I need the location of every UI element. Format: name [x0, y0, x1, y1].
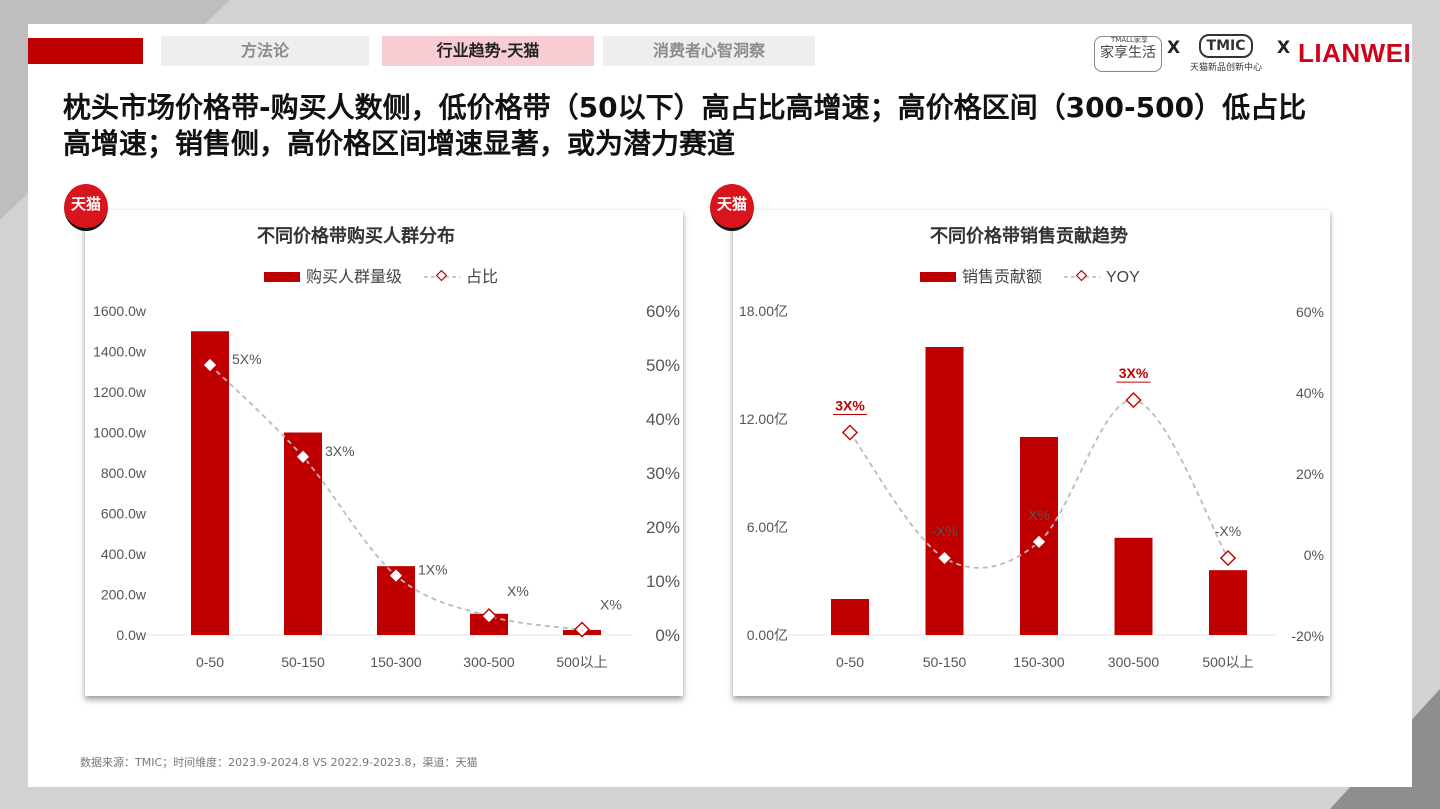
tmic-logo: TMIC 天猫新品创新中心: [1182, 34, 1270, 74]
bar-300-500: [1114, 537, 1153, 635]
x-category-label: 150-300: [1013, 654, 1065, 670]
tab-consumer-insight[interactable]: 消费者心智洞察: [603, 36, 815, 66]
line-point-marker: [1125, 392, 1142, 409]
y-right-tick-label: -20%: [1291, 628, 1324, 644]
x-category-label: 0-50: [196, 654, 224, 670]
legend-bar-swatch: [264, 272, 300, 282]
y-right-tick-label: 20%: [646, 518, 680, 537]
series-line-YOY: [849, 399, 1229, 569]
page-title-line-1: 枕头市场价格带-购买人数侧，低价格带（50以下）高占比高增速；高价格区间（300…: [63, 91, 1307, 124]
jiaxiang-logo: TMALL家享 家享生活: [1094, 36, 1162, 72]
x-category-label: 300-500: [463, 654, 515, 670]
tmic-logo-subtitle: 天猫新品创新中心: [1189, 63, 1262, 73]
x-category-label: 500以上: [1202, 654, 1253, 670]
y-left-tick-label: 200.0w: [101, 587, 147, 603]
y-right-tick-label: 10%: [646, 572, 680, 591]
x-category-label: 500以上: [556, 654, 607, 670]
x-category-label: 300-500: [1108, 654, 1160, 670]
page-title-line-2: 高增速；销售侧，高价格区间增速显著，或为潜力赛道: [63, 127, 736, 160]
legend-line-label: 占比: [466, 268, 498, 286]
y-left-tick-label: 0.0w: [116, 627, 146, 643]
y-left-tick-label: 0.00亿: [747, 627, 788, 643]
x-category-label: 50-150: [923, 654, 967, 670]
nav-accent-bar: [28, 38, 143, 64]
line-point-marker: [201, 356, 219, 374]
x-category-label: 0-50: [836, 654, 864, 670]
y-right-tick-label: 60%: [1296, 304, 1324, 320]
line-point-marker: [936, 549, 953, 567]
tab-methodology[interactable]: 方法论: [161, 36, 369, 66]
page-title: 枕头市场价格带-购买人数侧，低价格带（50以下）高占比高增速；高价格区间（300…: [63, 90, 1383, 162]
tab-industry-trend[interactable]: 行业趋势-天猫: [382, 36, 594, 66]
legend-line-label: YOY: [1106, 269, 1140, 286]
line-data-label: -X%: [931, 523, 957, 539]
line-point-marker: [1219, 549, 1237, 567]
tmall-badge-right: 天猫: [710, 184, 754, 231]
y-left-tick-label: 1200.0w: [93, 384, 147, 400]
line-data-label: 5X%: [232, 351, 262, 367]
legend-line-marker: [435, 269, 448, 282]
line-data-label: 3X%: [325, 443, 355, 459]
line-data-label: 3X%: [835, 398, 865, 414]
x-category-label: 50-150: [281, 654, 325, 670]
line-data-label: X%: [600, 597, 622, 613]
y-left-tick-label: 1400.0w: [93, 344, 147, 360]
logo-separator-1: X: [1167, 38, 1181, 58]
tmic-logo-text: TMIC: [1198, 34, 1254, 58]
y-right-tick-label: 0%: [655, 626, 680, 645]
y-left-tick-label: 600.0w: [101, 506, 147, 522]
tmall-badge-left: 天猫: [64, 184, 108, 231]
y-right-tick-label: 50%: [646, 356, 680, 375]
line-point-marker: [1030, 533, 1048, 550]
y-left-tick-label: 1600.0w: [93, 303, 147, 319]
bar-0-50: [831, 599, 869, 635]
y-right-tick-label: 40%: [1296, 385, 1324, 401]
series-line-占比: [209, 364, 583, 631]
y-left-tick-label: 12.00亿: [739, 411, 788, 427]
lianwei-logo: LIANWEI: [1298, 38, 1412, 68]
y-right-tick-label: 30%: [646, 464, 680, 483]
y-left-tick-label: 6.00亿: [747, 519, 788, 535]
jiaxiang-logo-top: TMALL家享: [1111, 36, 1148, 44]
bar-0-50: [191, 331, 229, 635]
y-right-tick-label: 40%: [646, 410, 680, 429]
legend-line-marker: [1075, 269, 1088, 282]
logo-separator-2: X: [1277, 38, 1291, 58]
x-category-label: 150-300: [370, 654, 422, 670]
legend-bar-swatch: [920, 272, 956, 282]
chart-title: 不同价格带购买人群分布: [257, 225, 455, 246]
line-data-label: X%: [507, 583, 529, 599]
y-right-tick-label: 0%: [1304, 547, 1324, 563]
legend-bar-label: 购买人群量级: [306, 268, 402, 286]
line-point-marker: [841, 424, 859, 441]
line-point-marker: [573, 621, 591, 638]
line-point-marker: [387, 567, 405, 584]
bar-50-150: [284, 432, 322, 635]
y-left-tick-label: 1000.0w: [93, 425, 147, 441]
chart-title: 不同价格带销售贡献趋势: [930, 225, 1128, 246]
y-left-tick-label: 800.0w: [101, 465, 147, 481]
legend-bar-label: 销售贡献额: [962, 268, 1042, 286]
line-point-marker: [480, 608, 498, 625]
slide: 方法论 行业趋势-天猫 消费者心智洞察 TMALL家享 家享生活 X TMIC …: [28, 24, 1412, 787]
line-data-label: 3X%: [1119, 365, 1149, 381]
y-right-tick-label: 20%: [1296, 466, 1324, 482]
y-right-tick-label: 60%: [646, 302, 680, 321]
data-source-footnote: 数据来源：TMIC；时间维度：2023.9-2024.8 VS 2022.9-2…: [80, 756, 478, 769]
line-data-label: X%: [1028, 507, 1050, 523]
line-data-label: 1X%: [418, 562, 448, 578]
y-left-tick-label: 18.00亿: [739, 303, 788, 319]
line-point-marker: [294, 448, 312, 465]
y-left-tick-label: 400.0w: [101, 546, 147, 562]
bar-500以上: [1209, 570, 1247, 635]
jiaxiang-logo-text: 家享生活: [1100, 45, 1156, 61]
bar-50-150: [925, 347, 964, 635]
bar-300-500: [470, 613, 508, 635]
line-data-label: -X%: [1215, 523, 1241, 539]
